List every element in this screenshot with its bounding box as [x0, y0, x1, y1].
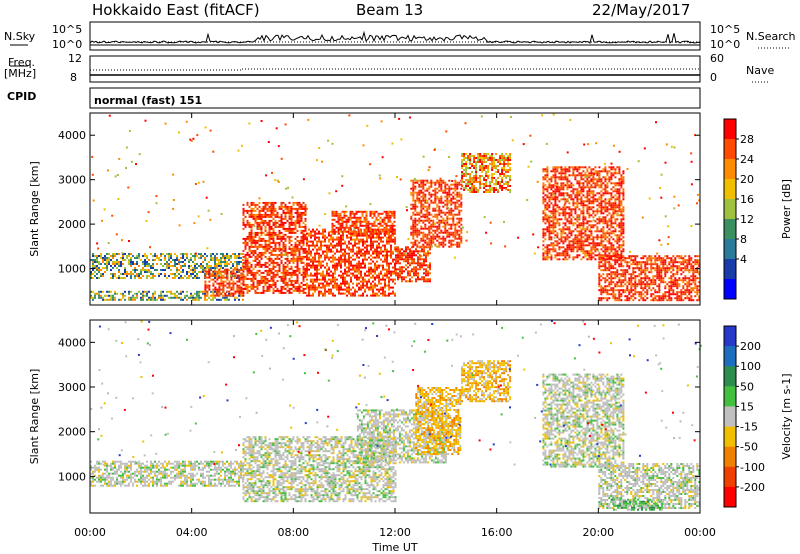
- velocity-colorbar-label-0: 200: [740, 340, 761, 353]
- nsearch-label: N.Search: [746, 30, 796, 43]
- power-colorbar-seg-2: [724, 159, 736, 180]
- velocity-colorbar-seg-1: [724, 346, 736, 367]
- power-region-3: [242, 201, 307, 294]
- velocity-ylabel: Slant Range [km]: [28, 369, 41, 465]
- nave-tick-bottom: 0: [710, 71, 717, 84]
- freq-tick-top: 12: [68, 52, 82, 65]
- power-region-2: [204, 268, 245, 297]
- power-region-1: [90, 290, 244, 301]
- velocity-colorbar-seg-4: [724, 406, 736, 427]
- velocity-colorbar-seg-3: [724, 386, 736, 407]
- velocity-ytick-label-2: 3000: [58, 381, 86, 394]
- power-colorbar-title: Power [dB]: [780, 179, 793, 239]
- power-colorbar-label-4: 12: [740, 213, 754, 226]
- velocity-colorbar-seg-8: [724, 486, 736, 508]
- power-colorbar-seg-1: [724, 139, 736, 160]
- power-colorbar-seg-0: [724, 119, 736, 140]
- beam-title: Beam 13: [356, 1, 424, 19]
- power-ytick-label-0: 1000: [58, 263, 86, 276]
- power-region-5: [331, 210, 396, 235]
- velocity-region-4: [461, 360, 512, 403]
- velocity-region-3: [415, 387, 462, 455]
- freq-tick-bottom: 8: [70, 71, 77, 84]
- velocity-colorbar-seg-0: [724, 326, 736, 347]
- velocity-colorbar-label-7: -200: [740, 481, 765, 494]
- freq-frame: [89, 55, 701, 83]
- power-colorbar-label-3: 16: [740, 193, 754, 206]
- velocity-colorbar-label-3: 15: [740, 400, 754, 413]
- xtick-label-1: 04:00: [176, 526, 208, 539]
- power-ylabel: Slant Range [km]: [28, 161, 41, 257]
- power-region-8: [461, 153, 512, 193]
- power-colorbar-label-1: 24: [740, 153, 754, 166]
- station-title: Hokkaido East (fitACF): [92, 1, 260, 19]
- nsky-tick-bottom: 10^0: [52, 38, 83, 51]
- xtick-label-0: 00:00: [74, 526, 106, 539]
- xtick-label-5: 20:00: [582, 526, 614, 539]
- velocity-colorbar-seg-5: [724, 426, 736, 448]
- nsky-frame: [89, 21, 701, 51]
- xtick-label-3: 12:00: [379, 526, 411, 539]
- xtick-label-4: 16:00: [481, 526, 513, 539]
- velocity-colorbar-frame: [723, 325, 737, 508]
- freq-unit: [MHz]: [4, 67, 37, 80]
- nave-label: Nave: [746, 64, 775, 77]
- power-region-9: [542, 166, 625, 261]
- power-colorbar-seg-6: [724, 239, 736, 260]
- velocity-colorbar-label-4: -15: [740, 421, 758, 434]
- nsearch-tick-bottom: 10^0: [710, 38, 741, 51]
- power-panel: 1000 2000 3000 4000 Slant Range [km] 28 24 20 16…: [28, 112, 793, 306]
- power-colorbar-seg-4: [724, 199, 736, 220]
- velocity-colorbar-label-6: -100: [740, 461, 765, 474]
- date-title: 22/May/2017: [592, 1, 691, 19]
- nsky-tick-top: 10^5: [52, 23, 83, 36]
- velocity-colorbar-seg-6: [724, 446, 736, 468]
- nsky-series: [89, 30, 701, 44]
- velocity-colorbar-seg-2: [724, 366, 736, 387]
- cpid-frame: [89, 87, 701, 109]
- velocity-colorbar-seg-7: [724, 466, 736, 488]
- nsearch-tick-top: 10^5: [710, 23, 741, 36]
- nsky-label: N.Sky: [4, 30, 36, 43]
- velocity-ytick-label-3: 4000: [58, 336, 86, 349]
- power-speckle: [91, 113, 701, 259]
- power-region-10: [598, 255, 701, 302]
- cpid-label: CPID: [7, 90, 37, 103]
- velocity-colorbar-label-2: 50: [740, 380, 754, 393]
- velocity-colorbar-title: Velocity [m s-1]: [780, 373, 793, 459]
- nave-tick-top: 60: [710, 52, 724, 65]
- velocity-region-7: [611, 498, 663, 511]
- power-colorbar-seg-7: [724, 259, 736, 280]
- power-colorbar-seg-8: [724, 279, 736, 300]
- velocity-ytick-label-0: 1000: [58, 470, 86, 483]
- velocity-speckle: [90, 320, 702, 466]
- power-region-0: [90, 253, 244, 279]
- xtick-label-2: 08:00: [277, 526, 309, 539]
- velocity-colorbar-label-1: 100: [740, 360, 761, 373]
- velocity-colorbar-label-5: -50: [740, 441, 758, 454]
- power-ytick-label-3: 4000: [58, 129, 86, 142]
- power-colorbar-label-5: 8: [740, 233, 747, 246]
- velocity-ytick-label-1: 2000: [58, 426, 86, 439]
- xaxis-label: Time UT: [371, 541, 417, 554]
- power-region-6: [395, 246, 431, 283]
- velocity-region-5: [542, 373, 625, 468]
- power-colorbar-label-0: 28: [740, 133, 754, 146]
- power-colorbar-frame: [723, 118, 737, 300]
- velocity-region-0: [90, 460, 244, 487]
- cpid-text: normal (fast) 151: [94, 94, 203, 107]
- power-region-4: [306, 228, 396, 297]
- power-colorbar-seg-5: [724, 219, 736, 240]
- power-colorbar-label-6: 4: [740, 253, 747, 266]
- power-region-7: [410, 179, 463, 248]
- power-colorbar-seg-3: [724, 179, 736, 200]
- nave-series: [90, 68, 700, 71]
- power-ytick-label-2: 3000: [58, 174, 86, 187]
- power-ytick-label-1: 2000: [58, 218, 86, 231]
- velocity-panel: 1000 2000 3000 4000 Slant Range [km] 200 100 50…: [28, 319, 793, 514]
- power-colorbar-label-2: 20: [740, 173, 754, 186]
- xtick-label-6: 00:00: [684, 526, 716, 539]
